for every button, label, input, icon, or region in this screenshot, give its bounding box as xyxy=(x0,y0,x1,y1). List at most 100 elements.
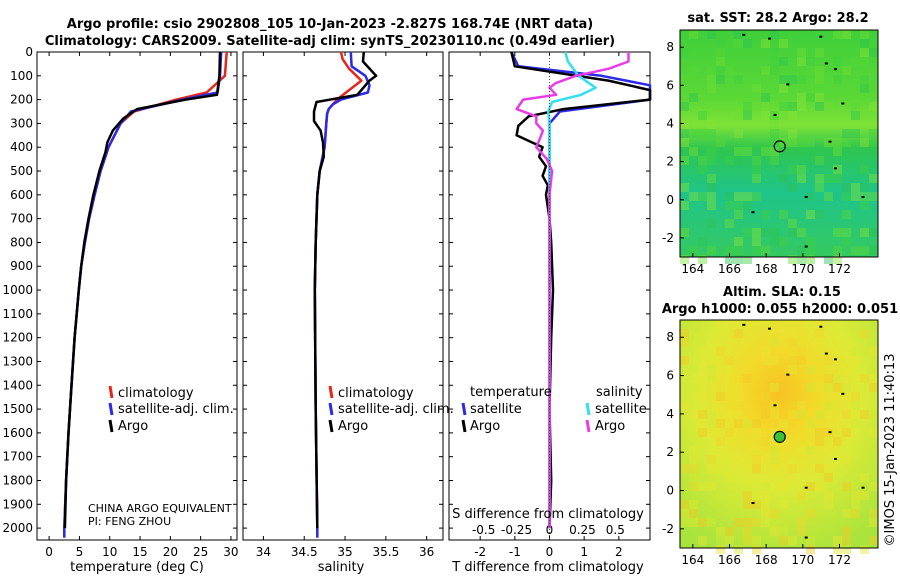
map-cell xyxy=(806,66,815,75)
sst-texture xyxy=(680,30,878,264)
map-cell xyxy=(779,419,788,428)
map-cell xyxy=(698,111,707,120)
depth-tick-label: 1700 xyxy=(2,450,33,464)
map-cell xyxy=(824,102,833,111)
map-cell xyxy=(833,545,842,554)
institution-annotation: CHINA ARGO EQUIVALENT xyxy=(88,502,232,515)
map-cell xyxy=(680,48,689,57)
map-cell xyxy=(815,383,824,392)
map-cell xyxy=(752,428,761,437)
map-cell xyxy=(860,246,869,255)
map-cell xyxy=(851,183,860,192)
map-cell xyxy=(815,174,824,183)
map-y-tick-label: 4 xyxy=(666,407,674,421)
salinity-difference-axis-label: S difference from climatology xyxy=(452,507,644,522)
map-cell xyxy=(851,347,860,356)
map-cell xyxy=(725,66,734,75)
argo-float-marker xyxy=(773,430,786,443)
map-cell xyxy=(815,183,824,192)
map-cell xyxy=(860,410,869,419)
map-cell xyxy=(806,383,815,392)
map-cell xyxy=(761,518,770,527)
map-cell xyxy=(833,165,842,174)
map-cell xyxy=(797,356,806,365)
map-cell xyxy=(797,246,806,255)
imos-credit: ©IMOS 15-Jan-2023 11:40:13 xyxy=(883,354,898,547)
map-cell xyxy=(869,536,878,545)
map-cell xyxy=(689,30,698,39)
map-cell xyxy=(824,446,833,455)
depth-tick-label: 100 xyxy=(10,69,33,83)
map-cell xyxy=(851,192,860,201)
map-cell xyxy=(869,228,878,237)
map-cell xyxy=(725,246,734,255)
map-cell xyxy=(806,255,815,264)
depth-tick-label: 1200 xyxy=(2,331,33,345)
series-line-climatology xyxy=(63,51,228,538)
map-cell xyxy=(770,338,779,347)
map-cell xyxy=(833,437,842,446)
map-cell xyxy=(761,320,770,329)
map-cell xyxy=(779,111,788,120)
x-tick-label: 20 xyxy=(163,545,178,559)
legend-satellite-label: satellite-adj. clim. xyxy=(118,402,234,417)
map-cell xyxy=(743,518,752,527)
map-cell xyxy=(788,365,797,374)
map-y-tick-label: -2 xyxy=(662,231,674,245)
island-mark xyxy=(768,37,771,40)
legend-satellite-label: satellite-adj. clim. xyxy=(338,402,454,417)
map-cell xyxy=(707,365,716,374)
map-cell xyxy=(869,102,878,111)
map-cell xyxy=(680,338,689,347)
map-cell xyxy=(842,527,851,536)
depth-tick-label: 1900 xyxy=(2,497,33,511)
map-cell xyxy=(779,84,788,93)
map-cell xyxy=(815,338,824,347)
map-cell xyxy=(860,183,869,192)
depth-tick-label: 800 xyxy=(10,235,33,249)
map-cell xyxy=(698,536,707,545)
depth-tick-label: 2000 xyxy=(2,521,33,535)
map-cell xyxy=(707,192,716,201)
difference-legend: temperature salinity satellite Argo sate… xyxy=(461,385,647,434)
map-cell xyxy=(707,84,716,93)
map-cell xyxy=(770,446,779,455)
map-cell xyxy=(797,138,806,147)
map-cell xyxy=(779,39,788,48)
map-cell xyxy=(833,374,842,383)
map-cell xyxy=(833,30,842,39)
map-cell xyxy=(860,48,869,57)
series-line-salinity-satellite xyxy=(546,51,597,529)
map-cell xyxy=(851,111,860,120)
map-cell xyxy=(680,356,689,365)
island-mark xyxy=(804,245,808,248)
map-cell xyxy=(689,147,698,156)
figure-title-line1: Argo profile: csio 2902808_105 10-Jan-20… xyxy=(67,17,593,32)
legend-sal-argo-label: Argo xyxy=(595,419,625,434)
map-cell xyxy=(752,536,761,545)
map-cell xyxy=(851,401,860,410)
map-cell xyxy=(806,365,815,374)
x-tick-label: 2 xyxy=(615,545,623,559)
depth-tick-label: 600 xyxy=(10,188,33,202)
map-cell xyxy=(806,210,815,219)
island-mark xyxy=(834,358,837,361)
map-cell xyxy=(815,156,824,165)
island-mark xyxy=(768,327,771,330)
map-cell xyxy=(815,410,824,419)
map-cell xyxy=(680,464,689,473)
map-cell xyxy=(770,228,779,237)
map-cell xyxy=(779,527,788,536)
map-cell xyxy=(743,500,752,509)
map-cell xyxy=(689,93,698,102)
figure-title-line2: Climatology: CARS2009. Satellite-adj cli… xyxy=(45,34,615,49)
map-cell xyxy=(815,437,824,446)
map-cell xyxy=(707,464,716,473)
map-cell xyxy=(752,165,761,174)
map-cell xyxy=(842,129,851,138)
island-mark xyxy=(834,457,837,460)
depth-tick-label: 200 xyxy=(10,93,33,107)
map-cell xyxy=(680,401,689,410)
map-cell xyxy=(851,392,860,401)
map-cell xyxy=(707,446,716,455)
